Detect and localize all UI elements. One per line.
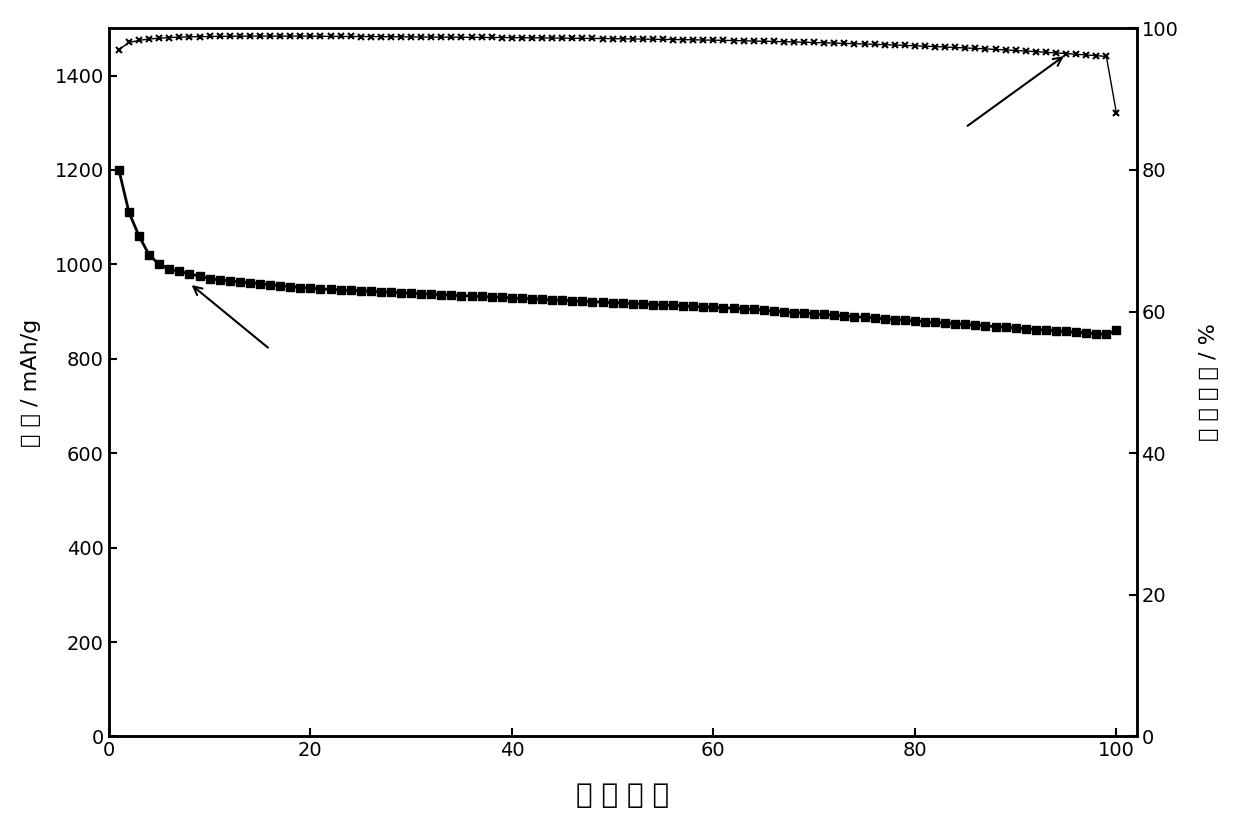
Y-axis label: 库 仑 效 率 / %: 库 仑 效 率 / % bbox=[1199, 324, 1219, 442]
X-axis label: 循 环 次 数: 循 环 次 数 bbox=[577, 781, 670, 809]
Y-axis label: 容 量 / mAh/g: 容 量 / mAh/g bbox=[21, 318, 41, 447]
